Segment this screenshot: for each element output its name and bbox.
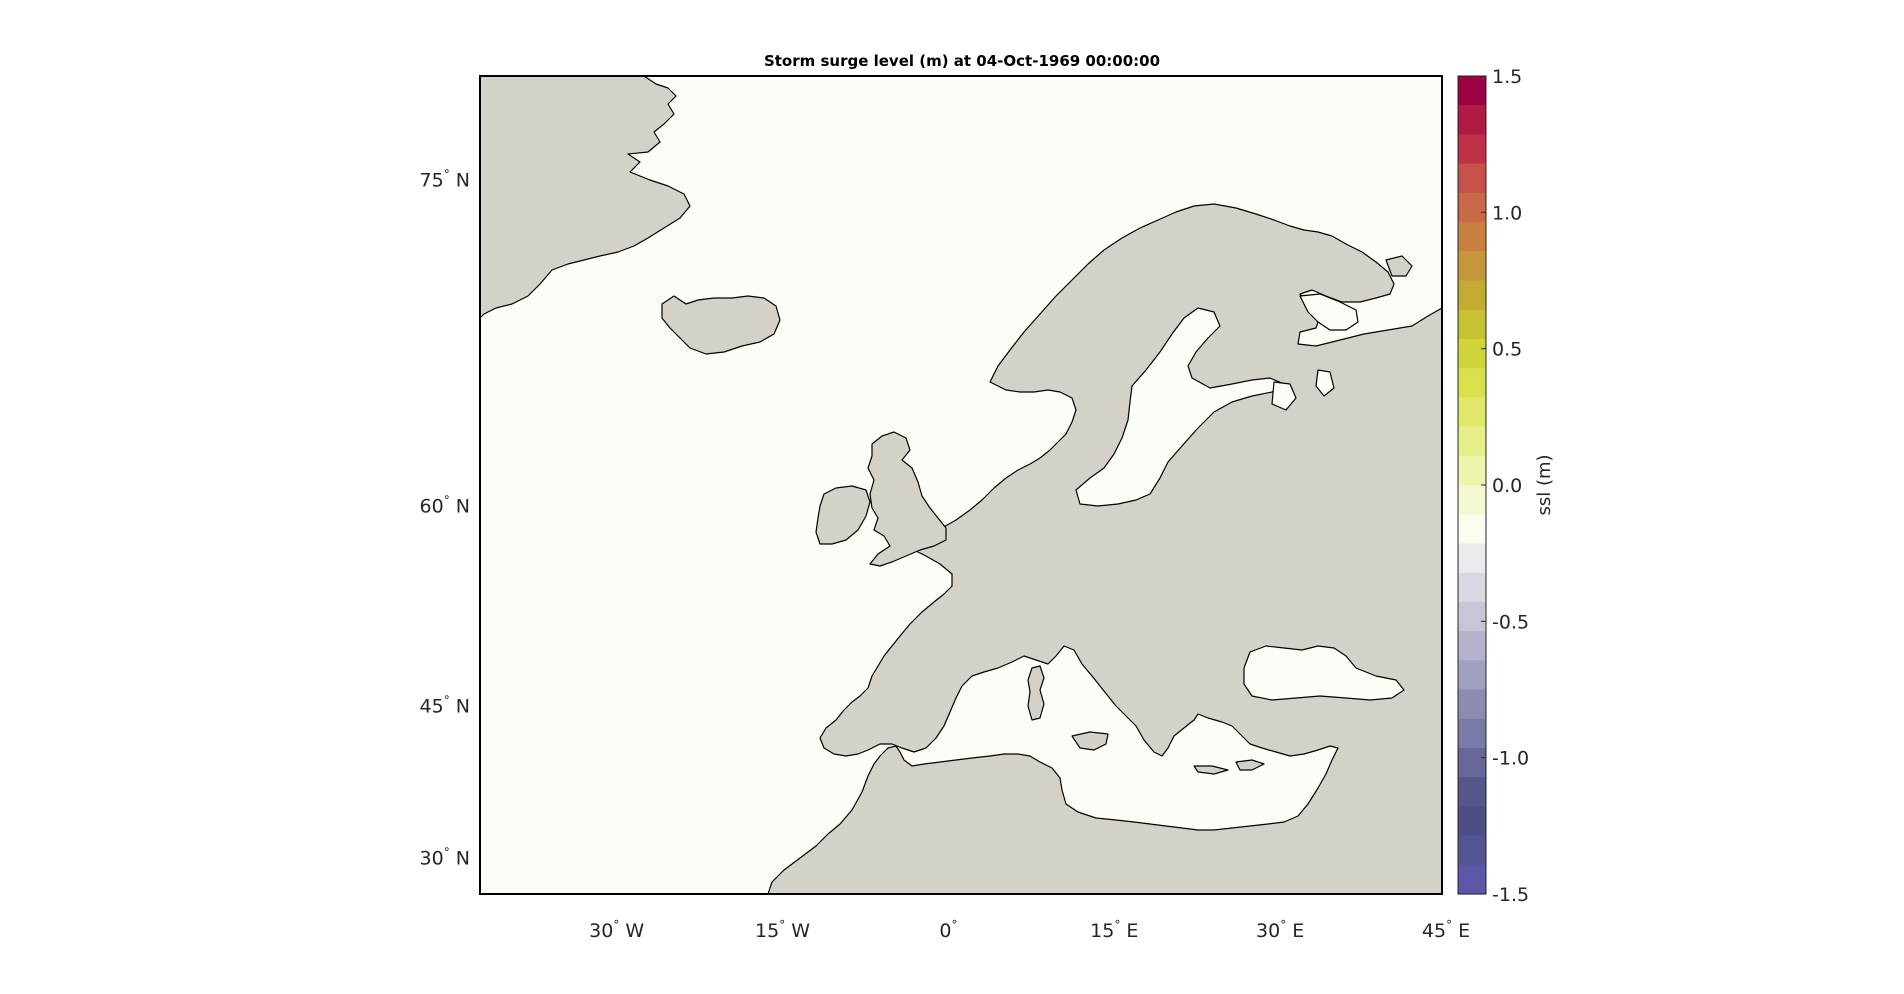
colorbar-swatch xyxy=(1458,338,1486,369)
lake-ladoga xyxy=(1271,381,1297,411)
colorbar-swatch xyxy=(1458,835,1486,866)
cyprus xyxy=(1235,759,1265,771)
colorbar-swatch xyxy=(1458,192,1486,223)
colorbar-swatch xyxy=(1458,689,1486,720)
colorbar-swatch xyxy=(1458,251,1486,282)
lat-tick-label: 45° N xyxy=(420,693,470,717)
colorbar-swatch xyxy=(1458,631,1486,661)
colorbar: 1.5 1.0 0.5 0.0 -0.5 -1.0 -1.5 ssl (m) xyxy=(1457,66,1555,906)
colorbar-swatch xyxy=(1458,806,1486,837)
lon-tick-label: 0° xyxy=(939,918,957,942)
ireland xyxy=(815,485,871,545)
colorbar-swatch xyxy=(1458,163,1486,194)
colorbar-swatch xyxy=(1458,280,1486,311)
colorbar-tick-label: -1.0 xyxy=(1492,748,1529,770)
iceland xyxy=(661,295,781,355)
colorbar-swatch xyxy=(1458,777,1486,807)
colorbar-swatch xyxy=(1458,572,1486,603)
sicily xyxy=(1071,731,1109,751)
great-britain xyxy=(867,431,947,567)
lake-onega xyxy=(1315,369,1335,397)
colorbar-swatch xyxy=(1458,747,1486,778)
lon-tick-label: 15° W xyxy=(755,918,810,942)
colorbar-swatch xyxy=(1458,543,1486,574)
corsica-sardinia xyxy=(1027,665,1045,721)
colorbar-swatch xyxy=(1458,368,1486,398)
colorbar-tick-label: -0.5 xyxy=(1492,611,1529,633)
colorbar-swatch xyxy=(1458,601,1486,632)
colorbar-tick-label: -1.5 xyxy=(1492,884,1529,906)
lat-tick-label: 75° N xyxy=(420,167,470,191)
lon-tick-label: 15° E xyxy=(1090,918,1138,942)
lat-tick-label: 30° N xyxy=(420,846,470,870)
colorbar-tick-label: 0.5 xyxy=(1492,339,1522,361)
colorbar-swatch xyxy=(1458,397,1486,428)
lon-tick-label: 45° E xyxy=(1422,918,1470,942)
lon-tick-label: 30° W xyxy=(589,918,644,942)
eurasia xyxy=(767,203,1443,895)
black-sea xyxy=(1243,645,1405,701)
greenland xyxy=(479,75,691,319)
crete xyxy=(1193,765,1229,775)
colorbar-swatch xyxy=(1458,426,1486,457)
colorbar-label: ssl (m) xyxy=(1534,454,1555,515)
map-frame xyxy=(479,75,1443,895)
map-panel xyxy=(479,75,1443,895)
baltic-sea xyxy=(1075,307,1285,507)
colorbar-tick-label: 0.0 xyxy=(1492,475,1522,497)
colorbar-swatch xyxy=(1458,514,1486,545)
colorbar-swatch xyxy=(1458,485,1486,515)
colorbar-swatch xyxy=(1458,718,1486,749)
spitsbergen-novaya xyxy=(1385,255,1413,277)
colorbar-swatch xyxy=(1458,864,1486,895)
colorbar-tick-label: 1.5 xyxy=(1492,66,1522,88)
colorbar-swatch xyxy=(1458,76,1486,106)
lon-tick-label: 30° E xyxy=(1256,918,1304,942)
land-masses xyxy=(479,75,1443,895)
colorbar-swatch xyxy=(1458,134,1486,165)
colorbar-swatch xyxy=(1458,309,1486,340)
colorbar-swatch xyxy=(1458,105,1486,136)
colorbar-swatch xyxy=(1458,455,1486,486)
colorbar-swatch xyxy=(1458,222,1486,252)
lat-tick-label: 60° N xyxy=(420,493,470,517)
colorbar-swatch xyxy=(1458,660,1486,691)
colorbar-tick-label: 1.0 xyxy=(1492,202,1522,224)
figure-title: Storm surge level (m) at 04-Oct-1969 00:… xyxy=(764,52,1160,70)
white-sea xyxy=(1299,293,1359,331)
